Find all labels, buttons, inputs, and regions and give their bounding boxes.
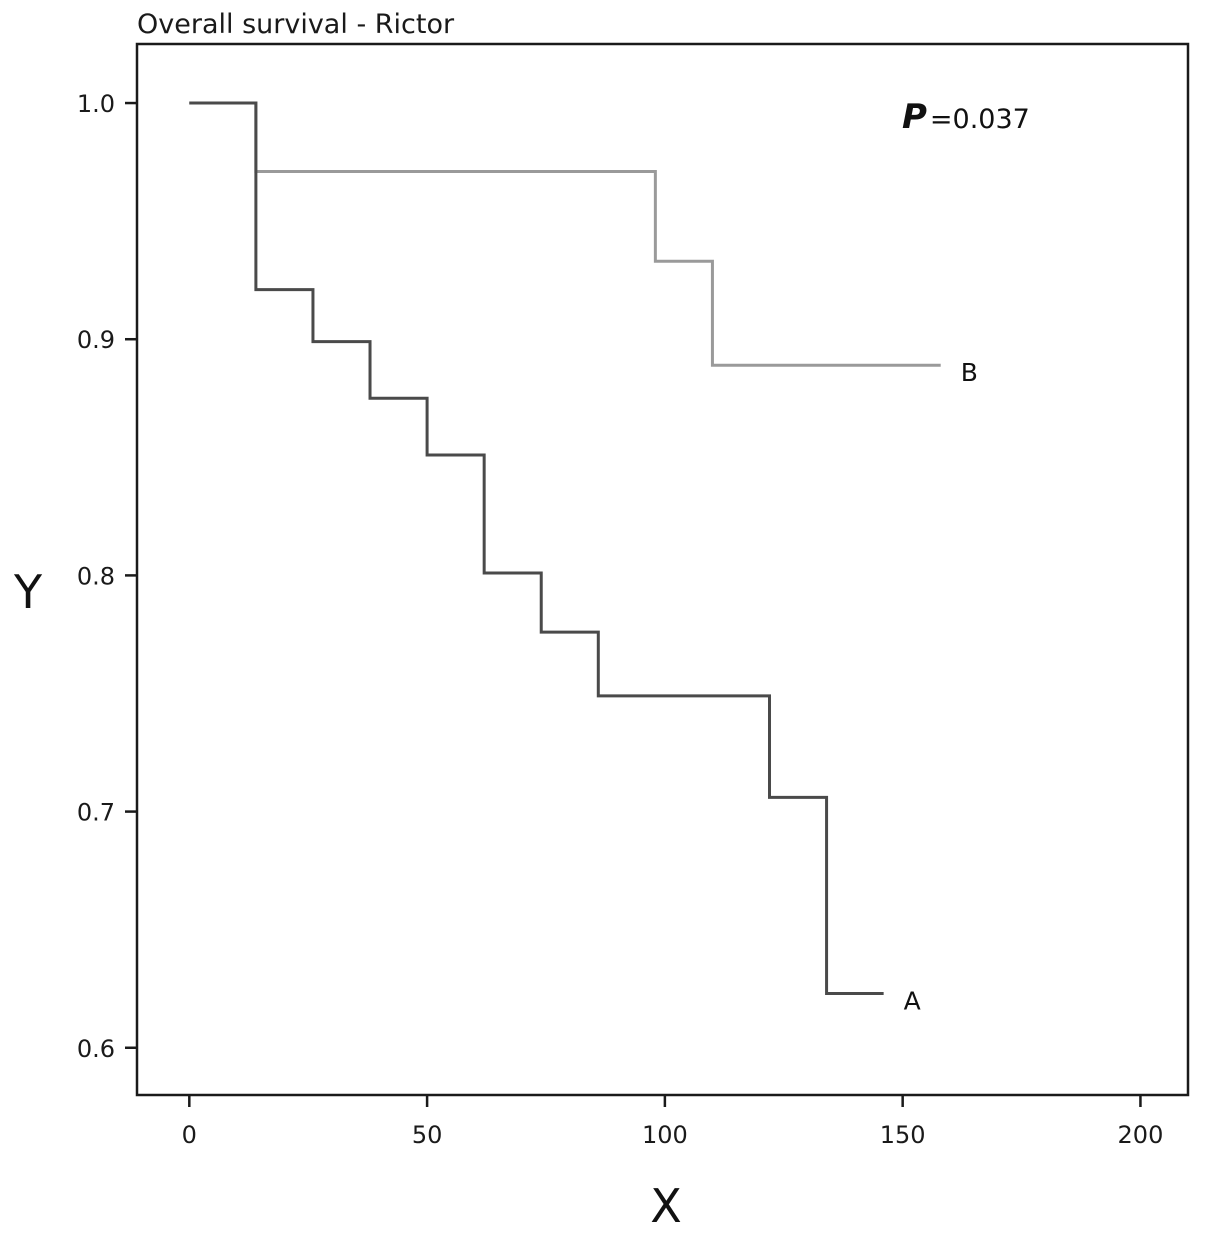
y-tick-label: 0.7 bbox=[77, 799, 115, 827]
y-tick-label: 0.6 bbox=[77, 1035, 115, 1063]
y-tick-label: 0.8 bbox=[77, 562, 115, 590]
x-tick-label: 150 bbox=[880, 1121, 926, 1149]
chart-title: Overall survival - Rictor bbox=[137, 9, 455, 40]
x-axis: 0 50 100 150 200 bbox=[182, 1095, 1164, 1149]
y-tick-label: 0.9 bbox=[77, 326, 115, 354]
plot-frame bbox=[135, 42, 1190, 1097]
series-layer bbox=[189, 101, 941, 995]
series-label-a: A bbox=[904, 986, 921, 1015]
p-value-annotation: P =0.037 bbox=[902, 97, 1030, 137]
y-axis-title: Y bbox=[13, 565, 43, 619]
series-labels: BA bbox=[904, 358, 978, 1015]
p-value-text: =0.037 bbox=[930, 104, 1030, 135]
x-tick-label: 0 bbox=[182, 1121, 197, 1149]
x-axis-title: X bbox=[650, 1179, 682, 1233]
x-tick-label: 100 bbox=[642, 1121, 688, 1149]
series-label-b: B bbox=[961, 358, 978, 387]
x-tick-label: 50 bbox=[412, 1121, 443, 1149]
y-tick-label: 1.0 bbox=[77, 90, 115, 118]
survival-curve-b bbox=[189, 101, 941, 367]
x-tick-label: 200 bbox=[1118, 1121, 1164, 1149]
p-symbol: P bbox=[902, 97, 927, 137]
y-axis: 0.6 0.7 0.8 0.9 1.0 bbox=[77, 90, 137, 1063]
survival-curve-a bbox=[189, 101, 884, 995]
